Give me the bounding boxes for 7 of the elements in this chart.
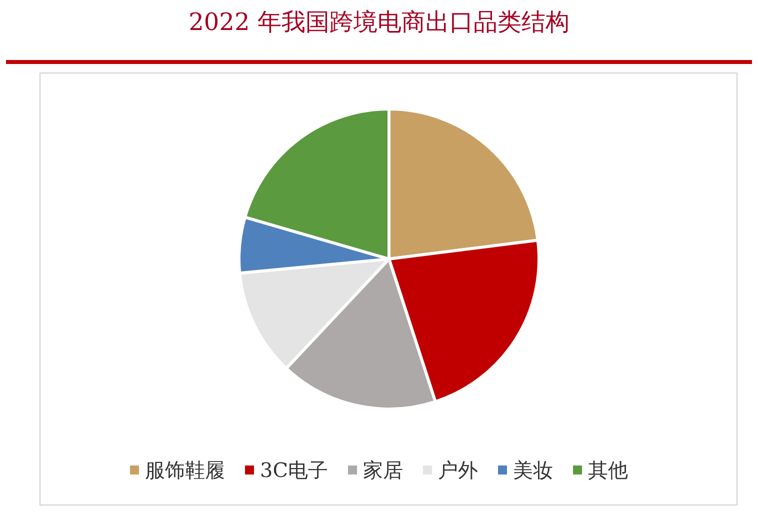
legend-label: 3C电子 bbox=[260, 458, 328, 482]
legend-label: 户外 bbox=[438, 458, 478, 482]
legend-label: 美妆 bbox=[513, 458, 554, 482]
legend-label: 家居 bbox=[363, 458, 404, 482]
legend-label: 其他 bbox=[588, 458, 628, 482]
chart-title: 2022 年我国跨境电商出口品类结构 bbox=[188, 8, 570, 36]
legend-label: 服饰鞋履 bbox=[144, 458, 225, 482]
